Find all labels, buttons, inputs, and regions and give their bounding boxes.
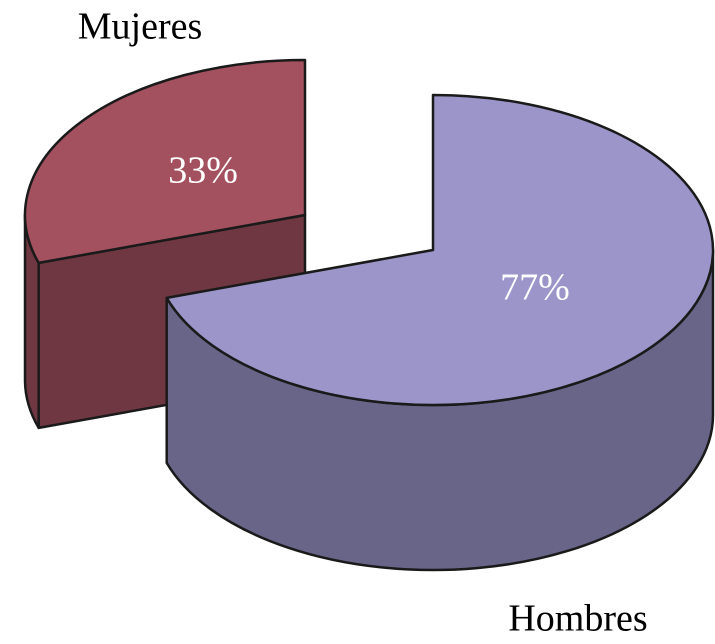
value-label: 33% — [168, 150, 238, 192]
slice-top — [165, 93, 715, 407]
category-label: Hombres — [508, 598, 647, 640]
slice-top — [23, 58, 307, 265]
slice: 77% — [165, 93, 715, 572]
value-label: 77% — [500, 267, 570, 309]
category-label: Mujeres — [78, 6, 203, 48]
